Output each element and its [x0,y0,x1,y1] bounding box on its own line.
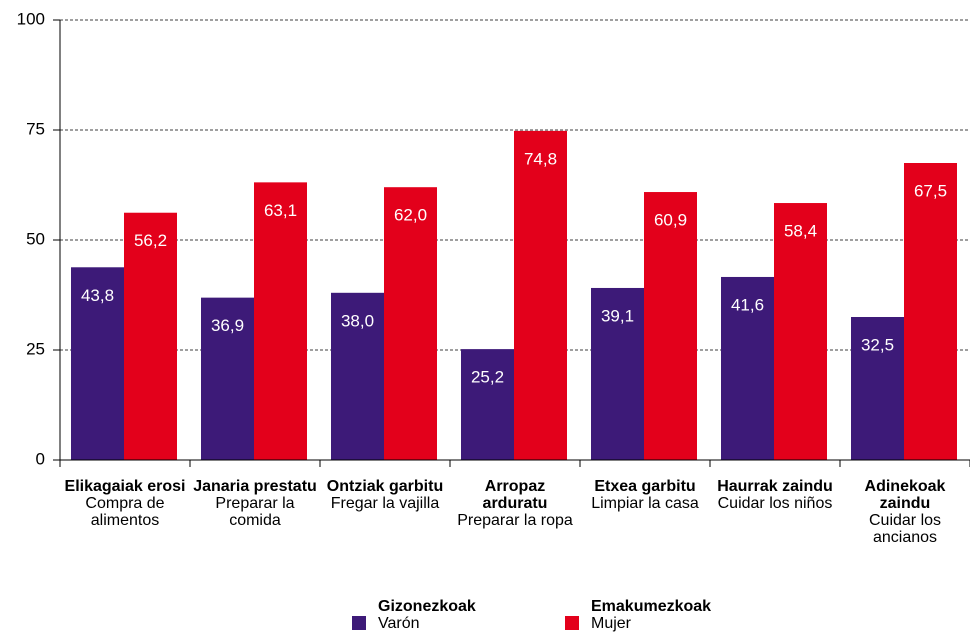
legend-name-es: Varón [378,615,420,632]
category-name: Arropaz arduratu [482,478,548,512]
value-label: 41,6 [731,295,764,314]
value-label: 39,1 [601,306,634,325]
y-tick-label: 100 [17,9,45,28]
bar [124,212,177,460]
value-label: 36,9 [211,316,244,335]
value-label: 74,8 [524,149,557,168]
value-label: 58,4 [784,222,817,241]
category-name-es: Cuidar los ancianos [868,512,942,546]
category-name: Ontziak garbitu [326,478,444,495]
bar [201,297,254,460]
value-label: 32,5 [861,335,894,354]
bar [644,192,697,461]
value-label: 43,8 [81,286,114,305]
legend-entry: Gizonezkoak Varón [378,598,476,632]
y-tick-label: 25 [26,339,45,358]
category-name-es: Compra de alimentos [85,495,165,529]
category-name-es: Cuidar los niños [717,495,833,512]
category-name-es: Preparar la comida [215,495,295,529]
value-label: 38,0 [341,311,374,330]
category-name-es: Limpiar la casa [591,495,699,512]
legend-name: Gizonezkoak [378,598,476,615]
bar [461,349,514,460]
y-tick-label: 75 [26,119,45,138]
bar [384,187,437,460]
bar [254,182,307,461]
x-tick-label: Ontziak garbitu Fregar la vajilla [322,478,448,512]
value-label: 67,5 [914,181,947,200]
legend-name: Emakumezkoak [591,598,712,615]
x-tick-label: Arropaz arduratu Preparar la ropa [452,478,578,529]
value-label: 56,2 [134,231,167,250]
value-label: 62,0 [394,206,427,225]
bar [851,317,904,460]
value-label: 60,9 [654,211,687,230]
legend-name-es: Mujer [591,615,632,632]
category-name-es: Preparar la ropa [457,512,573,529]
y-tick-label: 0 [36,449,45,468]
category-name-es: Fregar la vajilla [330,495,440,512]
x-tick-label: Haurrak zaindu Cuidar los niños [712,478,838,512]
legend-swatch [565,616,579,630]
x-tick-label: Adinekoak zaindu Cuidar los ancianos [842,478,968,546]
bar [331,292,384,460]
bar [774,203,827,461]
legend-entry: Emakumezkoak Mujer [591,598,711,632]
category-name: Elikagaiak erosi [64,478,186,495]
bar [721,276,774,460]
category-name: Etxea garbitu [594,478,696,495]
x-tick-label: Etxea garbitu Limpiar la casa [582,478,708,512]
bar [591,287,644,460]
bar [904,163,957,460]
category-name: Haurrak zaindu [717,478,833,495]
category-name: Janaria prestatu [193,478,317,495]
category-name: Adinekoak zaindu [864,478,946,512]
value-label: 25,2 [471,368,504,387]
x-tick-label: Elikagaiak erosi Compra de alimentos [62,478,188,529]
x-tick-label: Janaria prestatu Preparar la comida [192,478,318,529]
value-label: 63,1 [264,201,297,220]
legend-swatch [352,616,366,630]
bar [71,267,124,460]
y-tick-label: 50 [26,229,45,248]
bar [514,130,567,460]
